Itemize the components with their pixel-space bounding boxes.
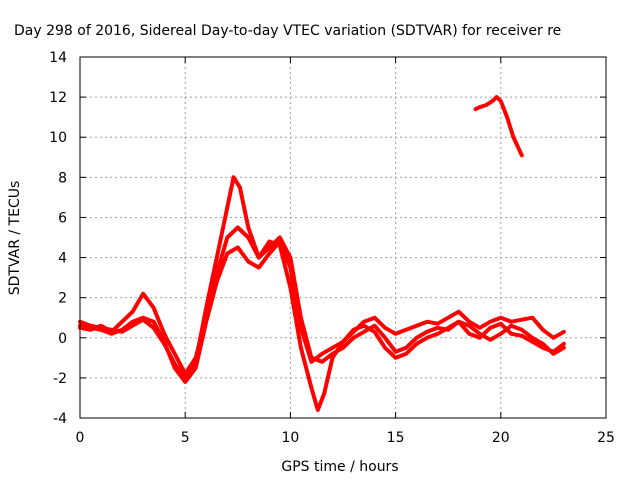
- x-tick-label: 5: [181, 430, 190, 446]
- chart-title: Day 298 of 2016, Sidereal Day-to-day VTE…: [14, 23, 561, 39]
- data-series: [78, 95, 566, 412]
- x-tick-label: 25: [597, 430, 615, 446]
- y-tick-label: 10: [49, 130, 67, 146]
- y-tick-label: 2: [58, 291, 67, 307]
- x-axis-title: GPS time / hours: [281, 459, 398, 475]
- x-tick-label: 10: [281, 430, 299, 446]
- y-tick-label: 14: [49, 50, 67, 66]
- series-1-line: [78, 175, 566, 412]
- grid: [80, 57, 606, 418]
- y-tick-label: 0: [58, 331, 67, 347]
- series-4-line: [473, 95, 524, 158]
- x-tick-label: 15: [387, 430, 405, 446]
- y-axis-title: SDTVAR / TECUs: [7, 181, 23, 296]
- y-tick-label: 4: [58, 251, 67, 267]
- y-tick-label: 6: [58, 210, 67, 226]
- y-tick-label: 12: [49, 90, 67, 106]
- plot-frame: [79, 56, 607, 419]
- x-tick-label: 0: [76, 430, 85, 446]
- y-tick-label: -2: [53, 371, 67, 387]
- axis-ticks: 0 5 10 15 20 25 -4 -2 0 2 4 6 8 10 12 14: [49, 50, 615, 446]
- y-tick-label: 8: [58, 170, 67, 186]
- y-tick-label: -4: [53, 411, 67, 427]
- x-tick-label: 20: [492, 430, 510, 446]
- series-3-line: [78, 239, 566, 384]
